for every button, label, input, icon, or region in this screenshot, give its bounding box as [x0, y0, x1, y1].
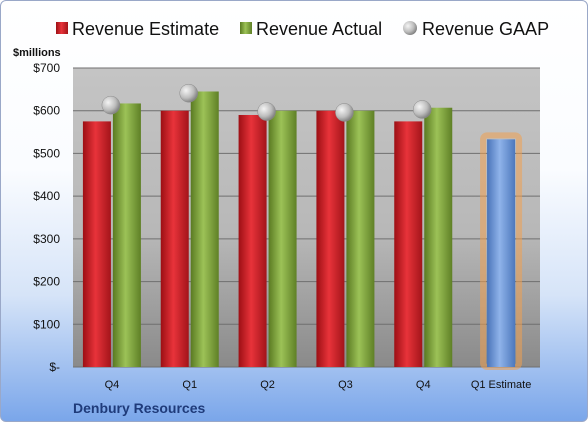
gaap-markers: [101, 83, 432, 122]
y-tick-label: $-: [49, 360, 60, 374]
legend-swatch-estimate: [56, 22, 68, 34]
x-tick-label: Q3: [338, 379, 353, 391]
gaap-marker: [413, 100, 432, 119]
gridlines: [73, 67, 540, 368]
y-tick-label: $500: [33, 146, 60, 160]
actual-bar: [424, 107, 453, 367]
legend-label-gaap: Revenue GAAP: [422, 19, 549, 39]
x-tick-label: Q4: [416, 379, 431, 391]
x-tick-label: Q4: [105, 379, 120, 391]
y-tick-label: $400: [33, 189, 60, 203]
gaap-marker: [179, 83, 198, 103]
gaap-marker: [101, 95, 121, 115]
company-name: Denbury Resources: [73, 400, 205, 416]
gaap-marker: [257, 102, 276, 121]
estimate-bar: [238, 114, 267, 367]
legend-item-estimate: Revenue Estimate: [56, 19, 219, 39]
legend-item-actual: Revenue Actual: [240, 19, 382, 39]
legend: Revenue Estimate Revenue Actual Revenue …: [56, 19, 549, 39]
estimate-bar: [160, 110, 189, 367]
y-tick-label: $300: [33, 232, 60, 246]
bars: [82, 91, 523, 370]
actual-bar: [190, 91, 219, 367]
legend-label-estimate: Revenue Estimate: [72, 19, 219, 39]
actual-bar: [346, 110, 375, 367]
actual-bar: [268, 110, 297, 367]
y-tick-label: $600: [33, 104, 60, 118]
actual-bar: [112, 103, 141, 368]
x-tick-label: Q1 Estimate: [471, 379, 532, 391]
estimate-bar: [316, 110, 345, 367]
y-tick-label: $700: [33, 61, 60, 75]
estimate-bar: [82, 121, 111, 368]
y-axis-ticks: $- $100 $200 $300 $400 $500 $600 $700: [33, 61, 60, 374]
x-tick-label: Q2: [260, 379, 275, 391]
gaap-marker: [335, 103, 354, 122]
x-tick-label: Q1: [182, 379, 197, 391]
y-axis-unit-label: $millions: [13, 47, 61, 59]
legend-swatch-gaap: [403, 21, 417, 35]
y-tick-label: $200: [33, 275, 60, 289]
plot-area: [73, 68, 540, 367]
y-tick-label: $100: [33, 317, 60, 331]
x-axis-ticks: Q4 Q1 Q2 Q3 Q4 Q1 Estimate: [105, 379, 532, 391]
legend-swatch-actual: [240, 22, 252, 34]
legend-label-actual: Revenue Actual: [256, 19, 382, 39]
estimate-forecast-bar: [487, 139, 516, 367]
estimate-bar: [394, 121, 423, 368]
legend-item-gaap: Revenue GAAP: [403, 19, 549, 39]
